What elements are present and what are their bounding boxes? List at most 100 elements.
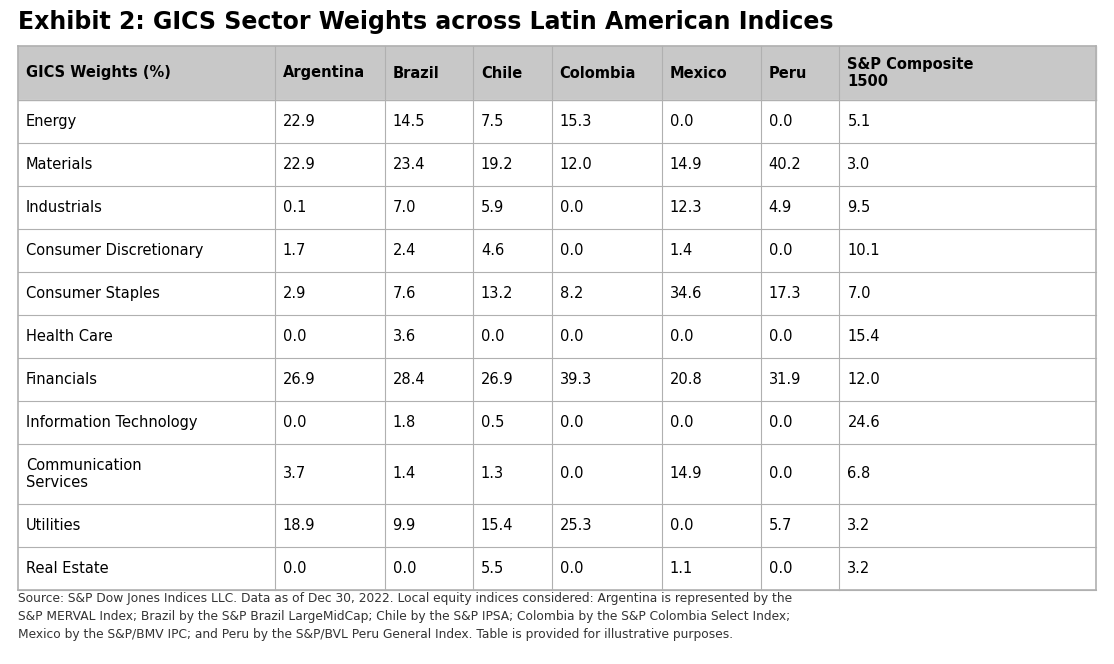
Text: Energy: Energy [26, 114, 77, 129]
Text: 12.0: 12.0 [848, 372, 880, 387]
Text: 7.6: 7.6 [392, 286, 416, 301]
Text: Peru: Peru [769, 66, 808, 80]
Text: Consumer Staples: Consumer Staples [26, 286, 160, 301]
Text: Information Technology: Information Technology [26, 415, 197, 430]
Text: 5.1: 5.1 [848, 114, 871, 129]
Text: 39.3: 39.3 [559, 372, 592, 387]
Text: Consumer Discretionary: Consumer Discretionary [26, 243, 204, 258]
Text: 0.0: 0.0 [769, 329, 792, 344]
Text: 3.6: 3.6 [392, 329, 416, 344]
Text: 0.0: 0.0 [769, 415, 792, 430]
Text: 0.0: 0.0 [559, 561, 583, 576]
Text: 22.9: 22.9 [283, 114, 315, 129]
Bar [18, 229, 1096, 272]
Text: Brazil: Brazil [392, 66, 439, 80]
Text: 14.5: 14.5 [392, 114, 426, 129]
Text: 26.9: 26.9 [481, 372, 514, 387]
Text: 7.5: 7.5 [481, 114, 505, 129]
Text: 26.9: 26.9 [283, 372, 315, 387]
Text: 0.0: 0.0 [283, 329, 306, 344]
Bar [18, 504, 1096, 547]
Text: 0.0: 0.0 [559, 243, 583, 258]
Text: 24.6: 24.6 [848, 415, 880, 430]
Text: 15.4: 15.4 [481, 518, 514, 533]
Text: 20.8: 20.8 [670, 372, 702, 387]
Text: 1.8: 1.8 [392, 415, 416, 430]
Text: 0.0: 0.0 [559, 415, 583, 430]
Text: 0.0: 0.0 [769, 467, 792, 481]
Text: Source: S&P Dow Jones Indices LLC. Data as of Dec 30, 2022. Local equity indices: Source: S&P Dow Jones Indices LLC. Data … [18, 592, 792, 641]
Text: 1.3: 1.3 [481, 467, 504, 481]
Text: 0.0: 0.0 [670, 329, 693, 344]
Text: 0.0: 0.0 [769, 243, 792, 258]
Text: 0.0: 0.0 [670, 415, 693, 430]
Text: 15.4: 15.4 [848, 329, 880, 344]
Text: 0.0: 0.0 [670, 518, 693, 533]
Text: 12.0: 12.0 [559, 157, 593, 172]
Text: 13.2: 13.2 [481, 286, 514, 301]
Text: 1.1: 1.1 [670, 561, 693, 576]
Text: 0.0: 0.0 [559, 329, 583, 344]
Bar [18, 358, 1096, 401]
Text: 15.3: 15.3 [559, 114, 592, 129]
Text: 10.1: 10.1 [848, 243, 880, 258]
Text: 3.2: 3.2 [848, 561, 871, 576]
Bar [18, 46, 1096, 100]
Text: 7.0: 7.0 [392, 200, 416, 215]
Text: 7.0: 7.0 [848, 286, 871, 301]
Text: 9.9: 9.9 [392, 518, 416, 533]
Text: 22.9: 22.9 [283, 157, 315, 172]
Text: 0.0: 0.0 [769, 561, 792, 576]
Text: GICS Weights (%): GICS Weights (%) [26, 66, 170, 80]
Text: 3.2: 3.2 [848, 518, 871, 533]
Text: Industrials: Industrials [26, 200, 102, 215]
Text: Chile: Chile [481, 66, 522, 80]
Text: 31.9: 31.9 [769, 372, 801, 387]
Text: S&P Composite
1500: S&P Composite 1500 [848, 57, 974, 89]
Text: 5.9: 5.9 [481, 200, 505, 215]
Text: 9.5: 9.5 [848, 200, 871, 215]
Text: 12.3: 12.3 [670, 200, 702, 215]
Text: 0.0: 0.0 [559, 467, 583, 481]
Bar [18, 186, 1096, 229]
Text: 4.6: 4.6 [481, 243, 505, 258]
Text: Communication
Services: Communication Services [26, 457, 141, 490]
Text: 4.9: 4.9 [769, 200, 792, 215]
Bar [18, 315, 1096, 358]
Text: 1.4: 1.4 [392, 467, 416, 481]
Text: 0.0: 0.0 [481, 329, 505, 344]
Text: 3.0: 3.0 [848, 157, 871, 172]
Text: 8.2: 8.2 [559, 286, 583, 301]
Text: Health Care: Health Care [26, 329, 113, 344]
Text: 0.0: 0.0 [392, 561, 416, 576]
Text: Argentina: Argentina [283, 66, 364, 80]
Text: 0.0: 0.0 [283, 561, 306, 576]
Text: 19.2: 19.2 [481, 157, 514, 172]
Text: 0.1: 0.1 [283, 200, 306, 215]
Text: 34.6: 34.6 [670, 286, 702, 301]
Text: 0.0: 0.0 [283, 415, 306, 430]
Text: 18.9: 18.9 [283, 518, 315, 533]
Text: Colombia: Colombia [559, 66, 636, 80]
Bar [18, 401, 1096, 444]
Text: Utilities: Utilities [26, 518, 81, 533]
Text: 0.0: 0.0 [670, 114, 693, 129]
Text: 25.3: 25.3 [559, 518, 593, 533]
Text: 1.4: 1.4 [670, 243, 693, 258]
Text: Financials: Financials [26, 372, 98, 387]
Text: 5.5: 5.5 [481, 561, 505, 576]
Bar [18, 100, 1096, 143]
Bar [18, 143, 1096, 186]
Text: 23.4: 23.4 [392, 157, 426, 172]
Text: Mexico: Mexico [670, 66, 727, 80]
Text: 14.9: 14.9 [670, 157, 702, 172]
Text: 1.7: 1.7 [283, 243, 306, 258]
Text: 28.4: 28.4 [392, 372, 426, 387]
Bar [18, 272, 1096, 315]
Text: 0.0: 0.0 [559, 200, 583, 215]
Text: 2.4: 2.4 [392, 243, 416, 258]
Bar [18, 547, 1096, 590]
Text: Real Estate: Real Estate [26, 561, 109, 576]
Text: Exhibit 2: GICS Sector Weights across Latin American Indices: Exhibit 2: GICS Sector Weights across La… [18, 10, 833, 34]
Text: 0.0: 0.0 [769, 114, 792, 129]
